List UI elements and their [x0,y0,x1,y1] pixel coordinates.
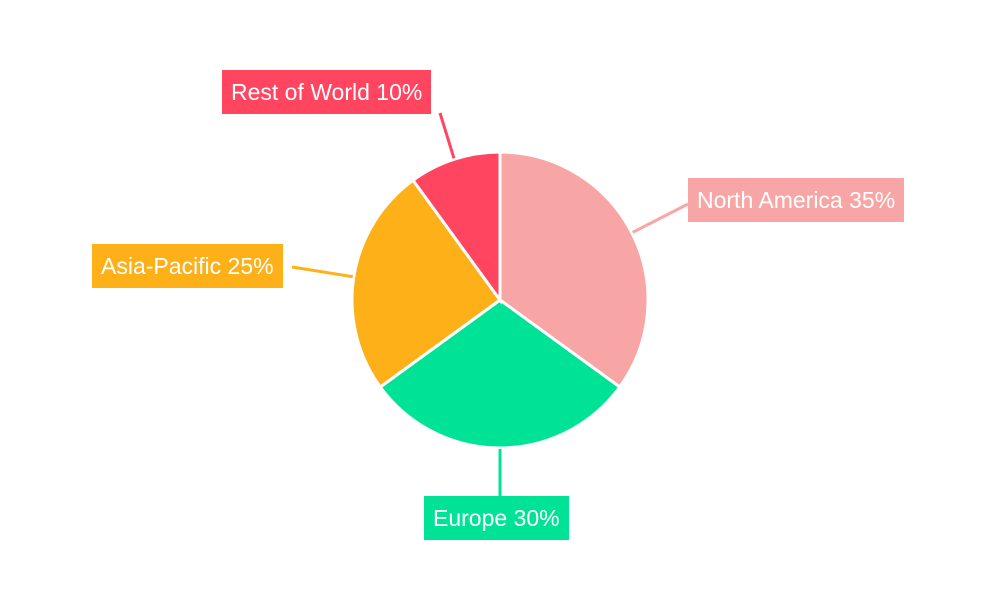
data-label: North America 35% [688,178,905,222]
data-label: Rest of World 10% [222,70,432,114]
data-label: Asia-Pacific 25% [92,244,283,288]
pie-slice-europe[interactable] [378,298,622,450]
data-label: Europe 30% [424,496,569,540]
pie-slice-north-america[interactable] [498,150,650,390]
pie-slice-asia-pacific[interactable] [350,178,503,390]
pie-slice-rest-of-world[interactable] [410,150,502,305]
leader-line [291,265,354,279]
leader-line [632,202,689,234]
leader-line [438,112,456,159]
